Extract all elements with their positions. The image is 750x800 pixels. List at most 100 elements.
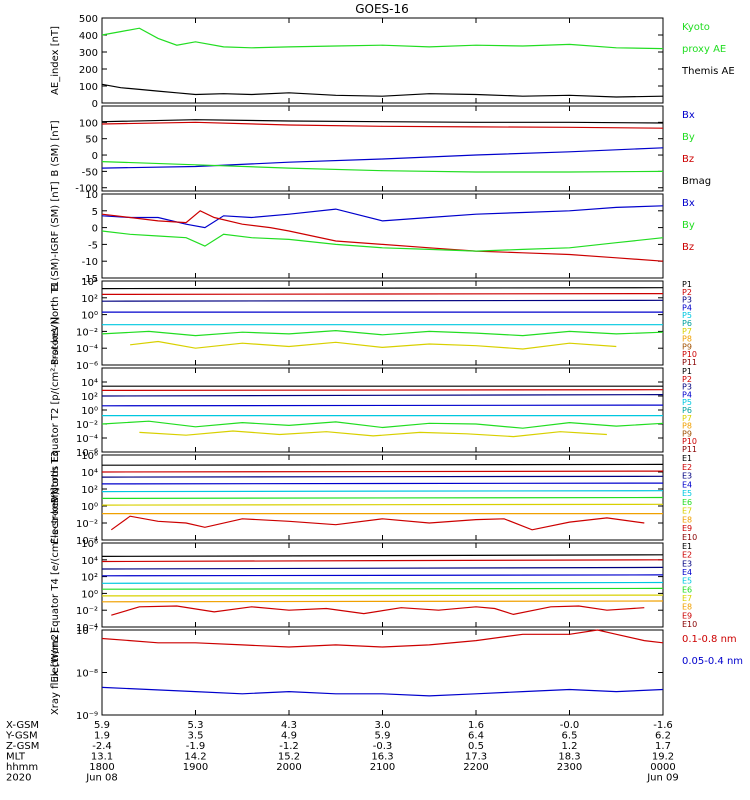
- row-value: 0000: [650, 762, 675, 773]
- legend-item: E5: [682, 489, 692, 498]
- ytick-label: 10⁻⁴: [76, 344, 98, 355]
- ylabel: Protons Equator T2 [p/(cm²-s-sr-keV)]: [50, 317, 61, 504]
- row-value: -0.3: [373, 741, 393, 752]
- row-value: 15.2: [278, 752, 300, 763]
- panel-frame: [101, 105, 664, 192]
- legend-item: P1: [682, 280, 692, 289]
- panel-ae: 0 100 200 300 400 500 AE_index [nT] Kyoto proxy …: [50, 14, 735, 110]
- legend-item: P7: [682, 327, 692, 336]
- row-value: 5.9: [375, 731, 391, 742]
- ytick-label: 10⁴: [81, 556, 98, 567]
- ytick-label: 10⁶: [81, 451, 98, 462]
- ylabel: AE_index [nT]: [50, 26, 61, 95]
- legend-item: P6: [682, 319, 692, 328]
- ytick-label: 10⁴: [81, 277, 98, 288]
- legend-item: E3: [682, 559, 692, 568]
- legend-item: E7: [682, 594, 692, 603]
- legend-item: 0.05-0.4 nm: [682, 656, 743, 667]
- row-value: -0.0: [560, 720, 580, 731]
- legend-item: E1: [682, 542, 692, 551]
- row-value: 14.2: [184, 752, 206, 763]
- ytick-label: 0: [92, 99, 98, 110]
- ytick-label: 0: [92, 151, 98, 162]
- row-value: 4.9: [281, 731, 297, 742]
- row-value: 1.6: [468, 720, 484, 731]
- legend-item: 0.1-0.8 nm: [682, 634, 737, 645]
- ytick-label: -10: [82, 257, 98, 268]
- series-e4: [101, 574, 664, 577]
- ytick-label: 10⁰: [81, 589, 98, 600]
- ytick-label: -5: [88, 240, 98, 251]
- ytick-label: 10⁻⁷: [76, 626, 98, 637]
- ytick-label: 10⁻⁴: [76, 623, 98, 634]
- row-value: 13.1: [91, 752, 113, 763]
- ytick-label: 10⁻⁶: [76, 361, 98, 372]
- legend-item: E6: [682, 585, 692, 594]
- legend-item: E9: [682, 611, 692, 620]
- legend-item: P7: [682, 414, 692, 423]
- row-value: 3.5: [188, 731, 204, 742]
- row-value: 16.3: [371, 752, 393, 763]
- legend-item: Themis AE: [681, 66, 735, 77]
- series-p4: [101, 404, 664, 407]
- series-e2: [101, 470, 664, 473]
- legend-item: P10: [682, 437, 697, 446]
- legend-item: E7: [682, 507, 692, 516]
- series-p2: [101, 389, 664, 391]
- ytick-label: 10²: [81, 294, 98, 305]
- series-by: [101, 230, 664, 252]
- ytick-label: -15: [82, 274, 98, 285]
- ytick-label: 0: [92, 224, 98, 235]
- ytick-label: 50: [85, 135, 98, 146]
- row-value: 1.7: [655, 741, 671, 752]
- ytick-label: 10⁴: [81, 378, 98, 389]
- panel-xray: 10⁻⁹ 10⁻⁸ 10⁻⁷ Xray flux [W/m2] 0.1-0.8 nm 0.…: [50, 626, 743, 722]
- ytick-label: -100: [75, 184, 98, 195]
- series-e9: [110, 515, 645, 531]
- row-value: 6.5: [562, 731, 578, 742]
- series-by: [101, 161, 664, 173]
- row-value: 5.3: [188, 720, 204, 731]
- ytick-label: 10⁻²: [76, 606, 98, 617]
- row-value: 1900: [183, 762, 208, 773]
- legend-item: proxy AE: [682, 44, 726, 55]
- legend-item: Bz: [682, 242, 694, 253]
- series-bx: [101, 147, 664, 169]
- row-label: hhmm: [6, 762, 38, 773]
- legend-item: Bx: [682, 110, 695, 121]
- ytick-label: 10²: [81, 392, 98, 403]
- legend-item: P5: [682, 311, 692, 320]
- legend-item: P2: [682, 375, 692, 384]
- ytick-label: 5: [92, 207, 98, 218]
- row-value: 2200: [463, 762, 488, 773]
- row-label: Y-GSM: [5, 731, 38, 742]
- ytick-label: 10⁻⁹: [76, 711, 98, 722]
- row-label: X-GSM: [6, 720, 39, 731]
- series-p6: [101, 329, 664, 337]
- legend-item: E8: [682, 515, 692, 524]
- panel-frame: [101, 193, 664, 279]
- ylabel: Protons North T1: [50, 281, 61, 365]
- ytick-label: 10⁰: [81, 406, 98, 417]
- legend-item: E6: [682, 498, 692, 507]
- row-value: 4.3: [281, 720, 297, 731]
- legend-item: P11: [682, 445, 697, 454]
- series-e6: [101, 587, 664, 590]
- series-e9: [111, 605, 645, 616]
- series-0-1-0-8-nm: [101, 629, 664, 648]
- series-e6: [101, 496, 664, 499]
- ytick-label: 10⁰: [81, 311, 98, 322]
- legend-item: P2: [682, 288, 692, 297]
- row-value: -1.9: [186, 741, 206, 752]
- legend-item: P8: [682, 335, 692, 344]
- legend-item: E10: [682, 533, 697, 542]
- ytick-label: 10⁻⁶: [76, 448, 98, 459]
- ytick-label: 10: [85, 190, 98, 201]
- row-label: Z-GSM: [6, 741, 39, 752]
- panel-electrons_north: 10⁻⁴ 10⁻² 10⁰ 10² 10⁴ 10⁶ Electrons North T3 E1…: [50, 451, 697, 547]
- ytick-label: 10⁶: [81, 539, 98, 550]
- series-e2: [101, 559, 664, 563]
